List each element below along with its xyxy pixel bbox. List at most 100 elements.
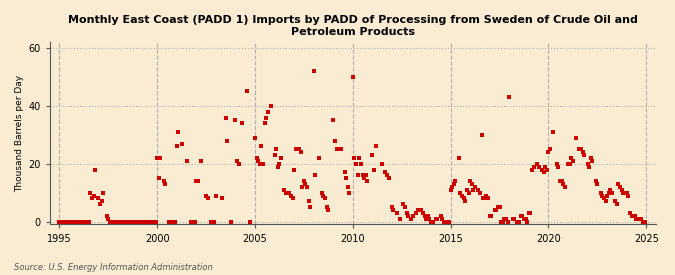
Point bbox=[462, 188, 472, 192]
Point bbox=[426, 219, 437, 224]
Point bbox=[603, 191, 614, 195]
Point bbox=[491, 208, 502, 212]
Point bbox=[186, 219, 197, 224]
Point bbox=[538, 170, 549, 175]
Point bbox=[403, 214, 414, 218]
Point bbox=[131, 219, 142, 224]
Point bbox=[380, 170, 391, 175]
Point bbox=[551, 162, 562, 166]
Point bbox=[119, 219, 130, 224]
Point bbox=[532, 162, 543, 166]
Point bbox=[631, 216, 642, 221]
Point bbox=[419, 214, 430, 218]
Point bbox=[323, 208, 333, 212]
Point bbox=[526, 167, 537, 172]
Point bbox=[574, 147, 585, 152]
Point bbox=[560, 185, 570, 189]
Point bbox=[540, 164, 551, 169]
Point bbox=[624, 211, 635, 215]
Point bbox=[88, 193, 99, 198]
Point bbox=[423, 214, 433, 218]
Point bbox=[348, 75, 358, 79]
Point bbox=[78, 219, 89, 224]
Point bbox=[564, 162, 575, 166]
Point bbox=[140, 219, 151, 224]
Point bbox=[447, 185, 458, 189]
Point bbox=[582, 162, 593, 166]
Point bbox=[101, 214, 112, 218]
Point bbox=[388, 208, 399, 212]
Point bbox=[232, 159, 242, 163]
Point bbox=[85, 191, 96, 195]
Point bbox=[206, 219, 217, 224]
Point bbox=[568, 159, 578, 163]
Point bbox=[548, 130, 559, 134]
Point bbox=[566, 156, 576, 160]
Point bbox=[137, 219, 148, 224]
Point bbox=[475, 191, 485, 195]
Point bbox=[616, 188, 627, 192]
Point bbox=[454, 156, 464, 160]
Point bbox=[142, 219, 153, 224]
Point bbox=[300, 182, 311, 186]
Point bbox=[501, 216, 512, 221]
Point bbox=[60, 219, 71, 224]
Point bbox=[592, 182, 603, 186]
Point bbox=[63, 219, 74, 224]
Point bbox=[254, 162, 265, 166]
Point bbox=[577, 150, 588, 154]
Point bbox=[562, 162, 573, 166]
Point bbox=[634, 216, 645, 221]
Point bbox=[495, 219, 506, 224]
Point bbox=[158, 179, 169, 183]
Point bbox=[421, 216, 431, 221]
Point bbox=[514, 219, 524, 224]
Point bbox=[408, 214, 418, 218]
Point bbox=[225, 219, 236, 224]
Point bbox=[398, 202, 408, 207]
Point bbox=[222, 138, 233, 143]
Point bbox=[65, 219, 76, 224]
Point bbox=[468, 188, 479, 192]
Point bbox=[440, 219, 451, 224]
Point bbox=[318, 193, 329, 198]
Point bbox=[497, 219, 508, 224]
Title: Monthly East Coast (PADD 1) Imports by PADD of Processing from Sweden of Crude O: Monthly East Coast (PADD 1) Imports by P… bbox=[68, 15, 638, 37]
Point bbox=[630, 214, 641, 218]
Point bbox=[465, 179, 476, 183]
Point bbox=[450, 179, 461, 183]
Point bbox=[192, 179, 203, 183]
Point bbox=[523, 211, 534, 215]
Point bbox=[70, 219, 81, 224]
Point bbox=[109, 219, 120, 224]
Point bbox=[113, 219, 124, 224]
Point bbox=[168, 219, 179, 224]
Point bbox=[507, 216, 518, 221]
Point bbox=[610, 199, 621, 204]
Point bbox=[313, 156, 324, 160]
Point bbox=[305, 205, 316, 209]
Point bbox=[460, 199, 470, 204]
Point bbox=[601, 193, 612, 198]
Point bbox=[591, 179, 601, 183]
Point bbox=[448, 182, 459, 186]
Point bbox=[443, 219, 454, 224]
Point bbox=[244, 219, 255, 224]
Point bbox=[636, 216, 647, 221]
Point bbox=[256, 144, 267, 148]
Point bbox=[621, 191, 632, 195]
Point bbox=[427, 219, 438, 224]
Point bbox=[387, 205, 398, 209]
Point bbox=[176, 141, 187, 146]
Point bbox=[369, 167, 379, 172]
Point bbox=[271, 147, 281, 152]
Point bbox=[571, 136, 582, 140]
Point bbox=[576, 147, 587, 152]
Point bbox=[456, 193, 467, 198]
Point bbox=[543, 150, 554, 154]
Point bbox=[274, 162, 285, 166]
Point bbox=[69, 219, 80, 224]
Point bbox=[344, 191, 355, 195]
Point bbox=[250, 136, 261, 140]
Point bbox=[351, 162, 362, 166]
